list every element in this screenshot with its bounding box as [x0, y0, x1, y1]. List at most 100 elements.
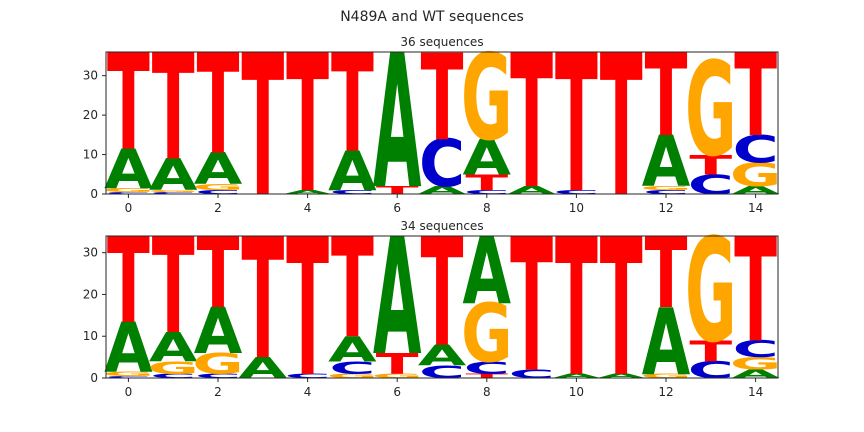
glyph-bottom-pos11-A: A	[597, 373, 646, 380]
glyph-bottom-pos3-T: T	[241, 204, 284, 397]
glyph-top-pos8-A: A	[463, 130, 512, 186]
glyph-bottom-pos0-T: T	[107, 214, 150, 350]
glyph-top-pos2-G: G	[192, 182, 243, 192]
glyph-bottom-pos9-T: T	[510, 201, 553, 414]
glyph-bottom-pos12-T: T	[645, 218, 688, 331]
glyph-bottom-pos14-A: A	[731, 367, 780, 380]
glyph-top-pos12-T: T	[645, 30, 688, 162]
glyph-bottom-pos13-C: C	[688, 357, 734, 384]
glyph-top-pos13-G: G	[685, 35, 736, 187]
xtick-label-top-4: 4	[304, 201, 312, 215]
plot-frame-bottom	[105, 235, 779, 379]
glyph-bottom-pos5-A: A	[328, 329, 377, 369]
figure-title: N489A and WT sequences	[340, 9, 524, 25]
glyph-top-pos10-C: C	[553, 189, 599, 195]
glyph-bottom-pos7-A: A	[418, 340, 467, 373]
glyph-top-pos11-T: T	[600, 15, 643, 241]
glyph-bottom-pos6-T: T	[376, 348, 419, 381]
glyph-top-pos0-G: G	[103, 187, 154, 193]
glyph-bottom-pos2-A: A	[194, 295, 243, 368]
glyph-bottom-pos9-C: C	[509, 367, 555, 380]
glyph-top-pos1-A: A	[149, 150, 198, 201]
glyph-top-pos8-T: T	[465, 170, 508, 195]
xtick-label-top-2: 2	[214, 201, 222, 215]
xtick-label-top-0: 0	[125, 201, 133, 215]
glyph-top-pos0-A: A	[104, 138, 153, 201]
glyph-top-pos2-C: C	[195, 189, 241, 195]
glyph-bottom-pos14-C: C	[733, 336, 779, 363]
glyph-top-pos5-C: C	[329, 189, 375, 195]
glyph-bottom-pos1-T: T	[152, 211, 195, 364]
glyph-top-pos0-C: C	[105, 192, 151, 195]
axis-ticks-bottom: 0 2 4 6 8 10 12 14 0 10 20 30	[83, 246, 764, 399]
glyph-bottom-pos14-G: G	[730, 354, 781, 374]
glyph-bottom-pos4-C: C	[285, 373, 331, 380]
plot-frame-top	[105, 51, 779, 195]
glyph-top-pos12-G: G	[640, 185, 691, 191]
glyph-top-pos2-T: T	[197, 26, 240, 186]
glyph-top-pos7-T: T	[421, 30, 464, 168]
glyph-bottom-pos6-G: G	[371, 373, 422, 380]
xtick-label-bottom-6: 6	[393, 385, 401, 399]
glyph-bottom-pos1-G: G	[147, 358, 198, 378]
glyph-top-pos14-A: A	[731, 184, 780, 197]
glyph-top-pos1-T: T	[152, 25, 195, 194]
glyph-bottom-pos7-T: T	[421, 206, 464, 379]
xtick-label-bottom-0: 0	[125, 385, 133, 399]
glyph-bottom-pos3-A: A	[239, 352, 288, 385]
glyph-top-pos5-A: A	[328, 140, 377, 203]
glyph-bottom-pos8-T: T	[465, 373, 509, 380]
glyph-bottom-pos7-C: C	[419, 362, 465, 382]
glyph-top-pos8-C: C	[464, 189, 510, 195]
ytick-label-top-20: 20	[83, 108, 98, 122]
glyph-bottom-pos1-A: A	[149, 325, 198, 371]
glyph-top-pos1-G: G	[147, 190, 198, 193]
glyph-bottom-pos0-C: C	[105, 375, 151, 378]
ytick-label-bottom-0: 0	[90, 371, 98, 385]
axis-ticks-top: 0 2 4 6 8 10 12 14 0 10 20 30	[83, 69, 764, 215]
glyph-top-pos8-G: G	[461, 30, 512, 168]
glyph-top-pos13-C: C	[688, 169, 734, 200]
glyph-bottom-pos2-T: T	[197, 218, 240, 331]
glyph-top-pos9-A: A	[507, 184, 556, 197]
glyph-bottom-pos2-G: G	[192, 348, 243, 381]
glyph-bottom-pos11-T: T	[600, 199, 643, 419]
glyph-bottom-pos8-A: A	[463, 218, 512, 325]
glyph-top-pos6-T: T	[376, 184, 419, 197]
glyph-bottom-pos5-C: C	[329, 358, 375, 378]
xtick-label-top-8: 8	[483, 201, 491, 215]
glyph-top-pos3-T: T	[241, 15, 284, 241]
glyph-top-pos14-G: G	[730, 156, 781, 194]
glyph-bottom-pos8-C: C	[464, 358, 510, 378]
glyph-bottom-pos13-T: T	[689, 335, 732, 368]
ytick-label-bottom-20: 20	[83, 287, 98, 301]
glyph-top-pos2-A: A	[194, 144, 243, 195]
panel-title-bottom: 34 sequences	[400, 219, 483, 233]
xtick-label-top-12: 12	[658, 201, 673, 215]
glyph-bottom-pos10-A: A	[552, 373, 601, 380]
glyph-bottom-pos8-G: G	[461, 287, 512, 381]
xtick-label-bottom-10: 10	[569, 385, 584, 399]
glyph-top-pos4-A: A	[283, 189, 332, 195]
glyph-top-pos7-A: A	[418, 184, 467, 197]
ytick-label-bottom-10: 10	[83, 329, 98, 343]
xtick-label-bottom-8: 8	[483, 385, 491, 399]
xtick-label-top-6: 6	[393, 201, 401, 215]
ytick-label-top-30: 30	[83, 69, 98, 83]
glyph-top-pos12-C: C	[643, 189, 689, 195]
glyph-top-pos0-T: T	[107, 27, 150, 180]
glyph-bottom-pos14-T: T	[734, 208, 777, 375]
glyph-bottom-pos0-A: A	[104, 308, 153, 388]
glyph-bottom-pos5-G: G	[327, 373, 378, 380]
xtick-label-bottom-14: 14	[748, 385, 763, 399]
xtick-label-bottom-12: 12	[658, 385, 673, 399]
glyph-bottom-pos13-G: G	[685, 208, 736, 375]
ytick-label-top-0: 0	[90, 187, 98, 201]
glyph-bottom-pos12-G: G	[640, 373, 691, 380]
glyph-top-pos7-C: C	[419, 127, 465, 202]
glyph-top-pos13-T: T	[689, 150, 732, 181]
